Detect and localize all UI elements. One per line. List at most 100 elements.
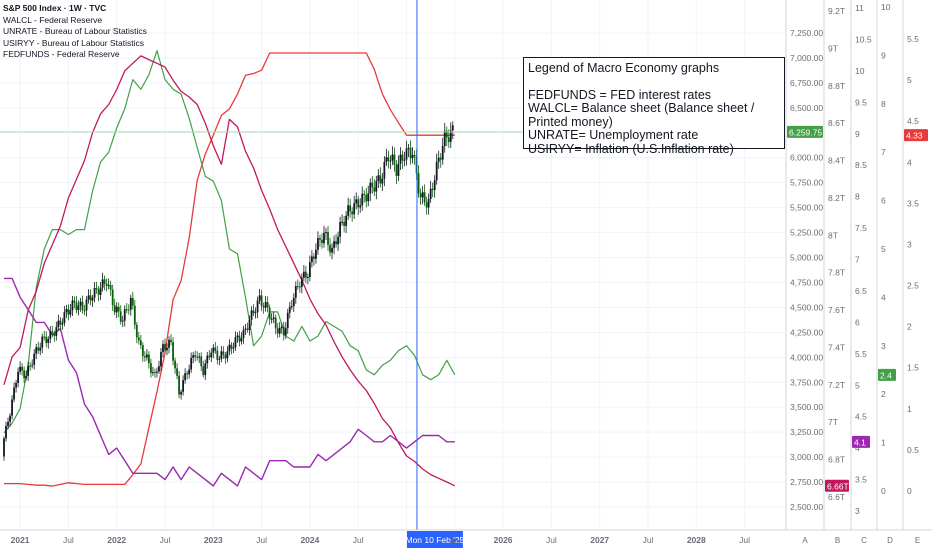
axis-tick-walcl: 7.2T [828,380,845,390]
spx-candle-body [103,279,106,284]
spx-candle-body [445,130,448,138]
spx-candle-body [19,366,21,372]
spx-candle-body [168,339,170,348]
spx-candle-body [81,301,84,311]
spx-candle-body [395,164,398,176]
spx-candle-body [351,211,354,215]
last-value-badge-usiryy [878,368,896,381]
spx-candle-body [119,311,122,322]
spx-candle-body [204,363,207,376]
axis-tick-walcl: 8.4T [828,156,845,166]
spx-candle-body [391,154,394,161]
spx-candle-body [248,319,251,330]
spx-candle-body [230,344,233,349]
spx-candle-body [156,371,158,373]
spx-candle-body [117,306,120,312]
spx-candle-body [379,175,382,184]
spx-candle-body [45,336,48,343]
axis-tick-fedfunds: 2 [907,322,912,332]
spx-candle-body [443,130,446,147]
spx-candle-body [202,366,205,376]
spx-candle-body [313,256,315,259]
axis-letter-fedfunds: E [915,536,920,545]
spx-candle-body [357,199,360,208]
axis-tick-walcl: 7.6T [828,305,845,315]
spx-candle-body [349,205,352,212]
spx-candle-body [266,302,269,308]
spx-candle-body [397,163,400,176]
spx-candle-body [210,352,213,358]
spx-candle-body [65,309,68,313]
axis-tick-spx: 2,500.00 [790,502,823,512]
time-axis-bg [0,530,932,550]
spx-candle-body [63,312,66,324]
spx-candle-body [180,391,182,395]
spx-candle-body [41,336,44,348]
axis-tick-unrate: 8.5 [855,160,867,170]
spx-candle-body [268,307,271,320]
axis-tick-unrate: 3 [855,506,860,516]
spx-candle-body [176,368,178,376]
axis-tick-usiryy: 1 [881,438,886,448]
spx-candle-body [369,182,372,194]
legend-line-walcl: WALCL= Balance sheet (Balance sheet / Pr… [528,101,755,129]
spx-candle-body [158,366,160,372]
spx-candle-body [449,130,452,142]
axis-tick-fedfunds: 3 [907,239,912,249]
spx-candle-body [274,317,277,329]
spx-candle-body [290,306,293,308]
spx-candle-body [389,160,392,162]
spx-candle-body [170,339,172,343]
spx-candle-body [401,154,404,161]
last-value-badge-fedfunds [904,129,928,142]
spx-candle-body [69,310,72,315]
crosshair-date-badge [406,531,463,548]
spx-candle-body [399,154,402,164]
spx-candle-body [200,356,203,367]
spx-candle-body [417,173,420,194]
spx-candle-body [73,300,76,303]
axis-tick-fedfunds: 0.5 [907,445,919,455]
series-line-walcl: WALCL - Federal Reserve [3,14,103,25]
spx-candle-body [298,286,301,288]
time-axis-tick: 2021 [11,535,30,545]
axis-tick-unrate: 7 [855,255,860,265]
spx-candle-body [61,323,64,325]
spx-candle-body [224,354,227,359]
axis-tick-walcl: 9.2T [828,6,845,16]
time-axis-tick: 2027 [590,535,609,545]
spx-candle-body [244,328,247,330]
spx-candle-body [21,366,24,371]
last-value-spx: 6,259.75 [789,127,822,137]
axis-tick-usiryy: 5 [881,244,886,254]
spx-candle-body [25,375,28,379]
fedfunds-line [4,52,455,487]
spx-candle-body [242,329,245,339]
spx-candle-body [184,373,187,381]
axis-tick-spx: 3,000.00 [790,452,823,462]
spx-candle-body [381,178,384,184]
spx-candle-body [129,297,132,310]
spx-candle-body [107,285,110,287]
spx-candle-body [71,300,74,311]
spx-candle-body [361,193,364,206]
spx-candle-body [292,297,295,307]
legend-box: Legend of Macro Economy graphs FEDFUNDS … [523,57,785,155]
spx-candle-body [15,382,17,388]
spx-candle-body [109,285,112,290]
spx-candle-body [355,199,358,204]
spx-candle-body [39,347,42,351]
spx-candle-body [27,365,30,376]
spx-candle-body [421,192,424,198]
axis-tick-fedfunds: 4 [907,157,912,167]
spx-candle-body [125,309,128,311]
spx-candle-body [93,288,96,298]
spx-candle-body [413,155,416,157]
time-axis-tick: Jul [160,535,171,545]
spx-candle-body [222,351,225,355]
spx-candle-body [435,161,438,181]
spx-candle-body [145,354,148,358]
spx-candle-body [95,288,98,290]
